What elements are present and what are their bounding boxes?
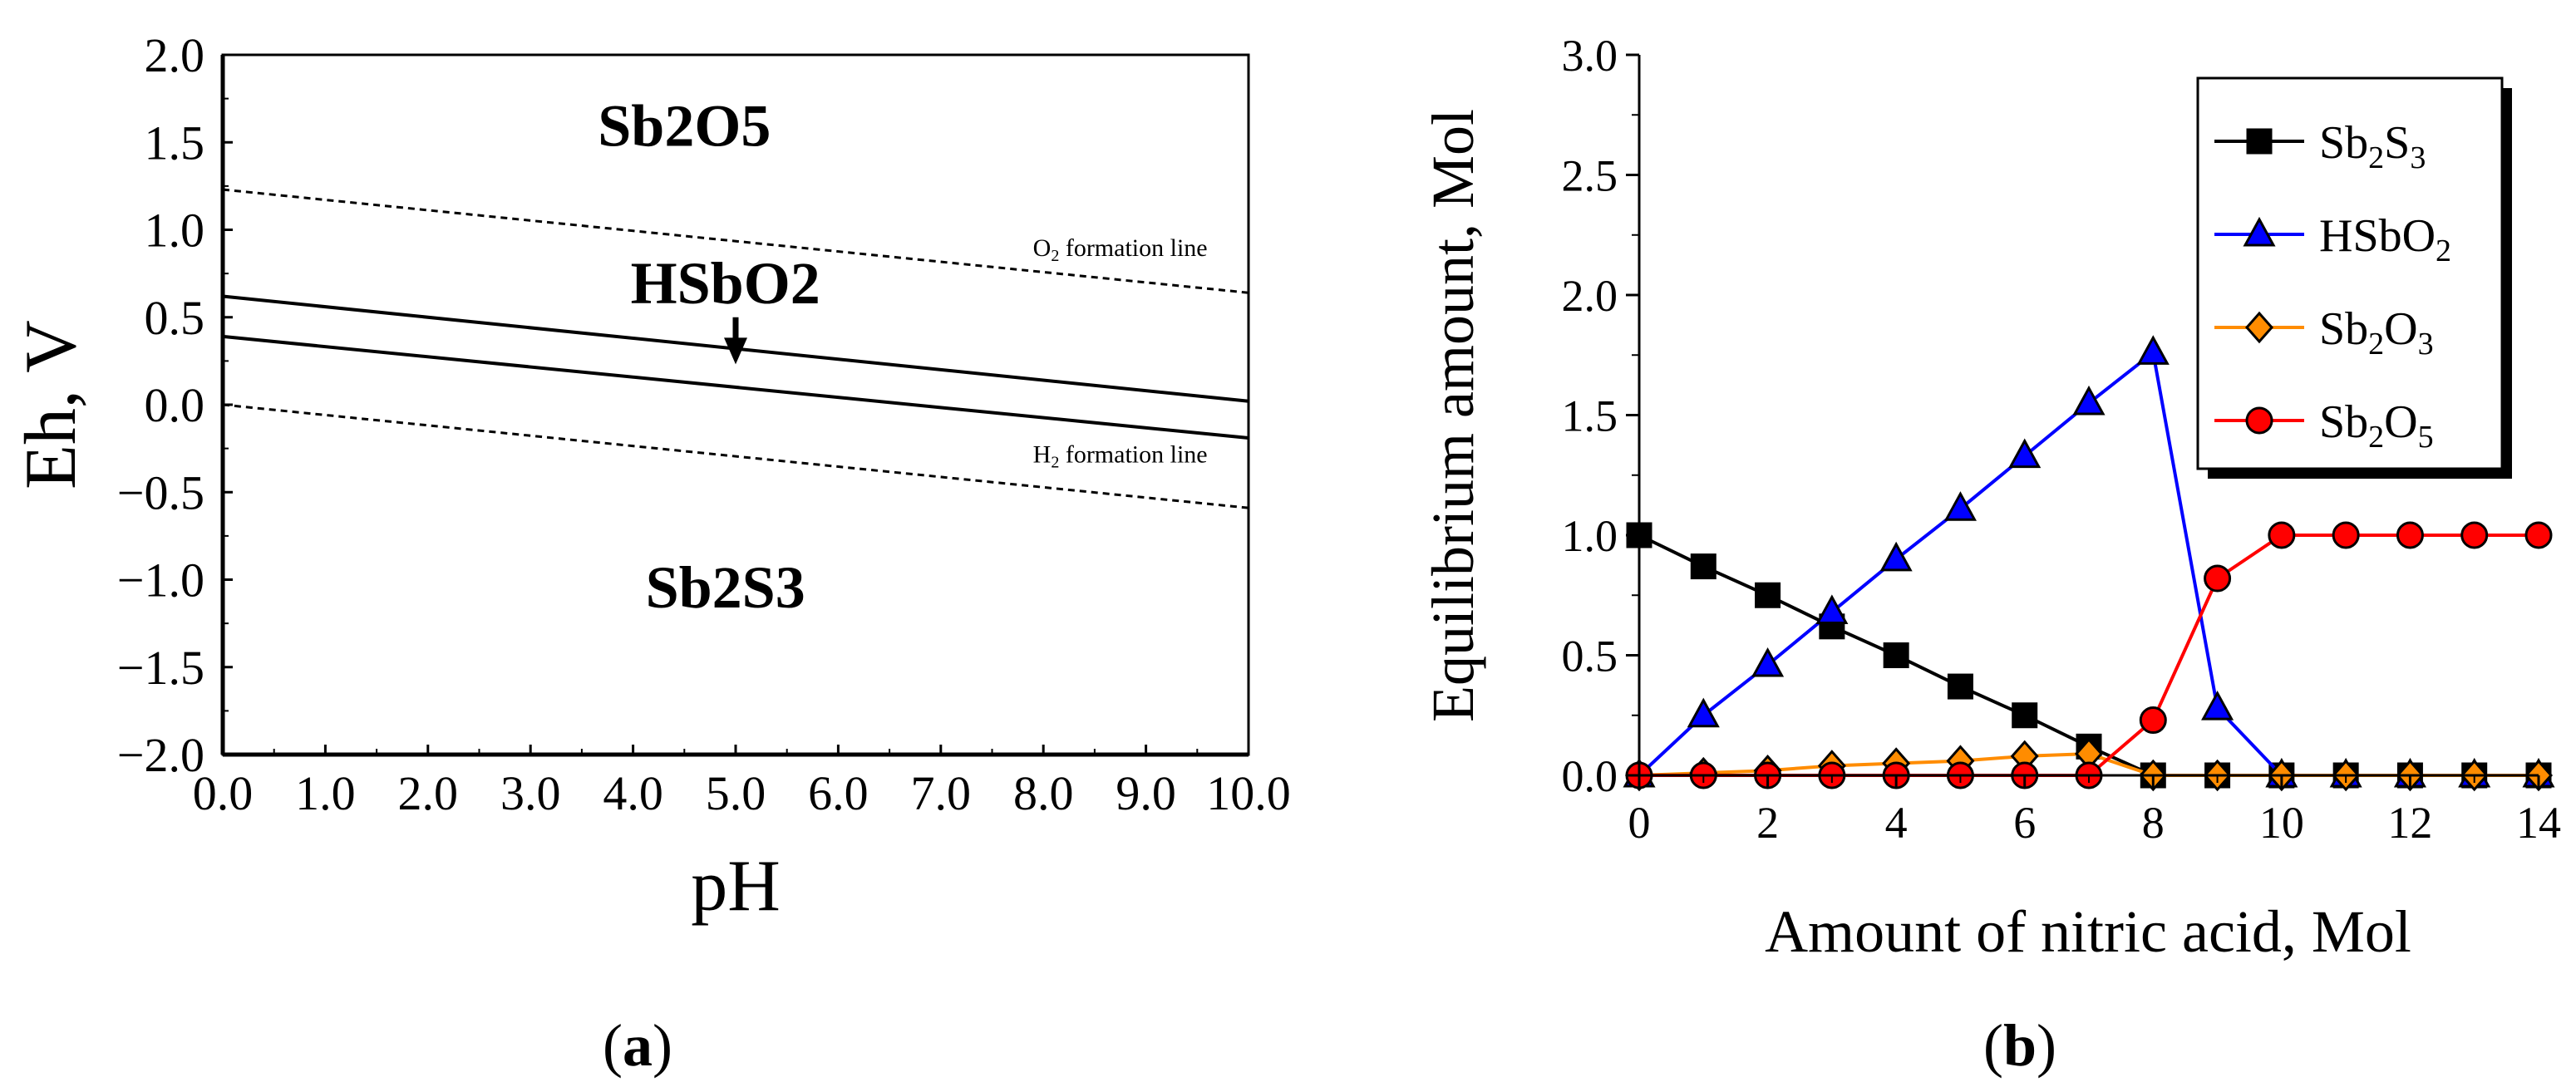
- data-point: [2396, 521, 2424, 549]
- data-point: [2201, 690, 2234, 721]
- panel-a-y-tick-label: 1.5: [145, 116, 205, 170]
- panel-b-x-tick-label: 12: [2387, 798, 2432, 848]
- legend: Sb2S3 HSbO2 Sb2O3 Sb2O5: [2196, 76, 2512, 479]
- panel-b-x-tick-label: 6: [2013, 798, 2036, 848]
- data-point: [2072, 385, 2106, 416]
- data-point: [1690, 553, 1717, 580]
- data-point: [1883, 642, 1909, 668]
- data-point: [1687, 697, 1720, 728]
- legend-marker: [2243, 216, 2276, 247]
- panel-a-x-tick-label: 0.0: [193, 766, 254, 820]
- panel-a-y-ticks: 2.0 1.5 1.0 0.5 0.0 −0.5 −1.0 −1.5 −2.0: [117, 28, 233, 782]
- data-point: [2008, 438, 2042, 469]
- panel-a-x-tick-label: 6.0: [808, 766, 869, 820]
- legend-marker: [2246, 128, 2273, 155]
- panel-a-region-label-1: HSbO2: [631, 250, 820, 317]
- legend-label: Sb2O5: [2319, 396, 2434, 455]
- panel-b-x-tick-label: 14: [2516, 798, 2561, 848]
- panel-b-y-tick-label: 2.0: [1562, 271, 1618, 321]
- panel-a-x-tick-label: 5.0: [706, 766, 766, 820]
- panel-b-y-tick-label: 2.5: [1562, 151, 1618, 201]
- panel-a-x-ticks: 0.0 1.0 2.0 3.0 4.0 5.0 6.0 7.0 8.0 9.0 10.0: [193, 745, 1291, 820]
- data-point: [2268, 521, 2296, 549]
- legend-label: HSbO2: [2319, 210, 2451, 268]
- panel-b-x-tick-label: 10: [2259, 798, 2304, 848]
- panel-a-x-axis-label: pH: [691, 846, 781, 927]
- legend-label: Sb2S3: [2319, 117, 2426, 175]
- panel-b-y-tick-label: 1.5: [1562, 391, 1618, 441]
- legend-item-1: HSbO2: [2214, 210, 2451, 268]
- panel-a-y-tick-label: 0.0: [145, 378, 205, 432]
- panel-a-x-tick-label: 9.0: [1116, 766, 1176, 820]
- panel-b-y-tick-label: 3.0: [1562, 31, 1618, 81]
- panel-a-y-tick-label: 2.0: [145, 28, 205, 82]
- panel-a-y-tick-label: 0.5: [145, 291, 205, 345]
- panel-b-y-tick-label: 1.0: [1562, 511, 1618, 561]
- panel-a-line-3: [222, 403, 1249, 509]
- panel-a-region-labels: Sb2O5 HSbO2 Sb2S3: [598, 92, 820, 621]
- panel-a-region-label-0: Sb2O5: [598, 92, 771, 159]
- panel-a-x-tick-label: 2.0: [398, 766, 459, 820]
- panel-a-y-tick-label: −2.0: [117, 728, 204, 782]
- data-point: [2460, 521, 2489, 549]
- panel-a-x-tick-label: 4.0: [603, 766, 663, 820]
- data-point: [1815, 594, 1849, 624]
- legend-marker: [2245, 406, 2273, 435]
- panel-a-x-tick-label: 10.0: [1206, 766, 1291, 820]
- panel-a-arrow-head: [724, 337, 747, 365]
- legend-item-3: Sb2O5: [2214, 396, 2434, 455]
- panel-a-region-label-2: Sb2S3: [646, 554, 805, 621]
- legend-marker: [2244, 311, 2274, 344]
- panel-a-y-tick-label: −0.5: [117, 465, 204, 519]
- panel-b-caption-label: (b): [1983, 1012, 2056, 1079]
- panel-a-x-tick-label: 7.0: [911, 766, 972, 820]
- panel-b-y-axis-label: Equilibrium amount, Mol: [1420, 109, 1486, 722]
- panel-b-x-tick-label: 0: [1628, 798, 1651, 848]
- legend-label: Sb2O3: [2319, 303, 2434, 362]
- data-point: [2524, 521, 2553, 549]
- panel-b-y-ticks: 0.0 0.5 1.0 1.5 2.0 2.5 3.0: [1562, 31, 1639, 801]
- panel-a-line-1: [222, 334, 1249, 440]
- panel-a-line-label-0: O2 formation line: [1033, 234, 1208, 265]
- panel-a-line-2: [222, 188, 1249, 294]
- panel-b-x-axis-label: Amount of nitric acid, Mol: [1765, 898, 2411, 965]
- data-point: [1879, 541, 1913, 572]
- panel-b-y-tick-label: 0.0: [1562, 751, 1618, 801]
- legend-item-0: Sb2S3: [2214, 117, 2426, 175]
- panel-b-x-ticks: 0 2 4 6 8 10 12 14: [1628, 775, 2561, 848]
- panel-a-caption-label: (a): [603, 1012, 672, 1079]
- panel-a-y-tick-label: −1.5: [117, 641, 204, 695]
- data-point: [1751, 647, 1785, 677]
- panel-a-arrow: [724, 317, 747, 365]
- panel-a-x-tick-label: 3.0: [500, 766, 561, 820]
- panel-a-pourbaix-diagram: 0.0 1.0 2.0 3.0 4.0 5.0 6.0 7.0 8.0 9.0 10.0 2.0 1.…: [11, 28, 1291, 1079]
- data-point: [1755, 582, 1781, 608]
- panel-a-line-label-1: H2 formation line: [1033, 440, 1208, 471]
- panel-a-y-axis-label: Eh, V: [11, 320, 91, 489]
- data-point: [2204, 564, 2232, 593]
- panel-b-y-tick-label: 0.5: [1562, 632, 1618, 681]
- panel-a-y-tick-label: −1.0: [117, 553, 204, 607]
- panel-b-x-tick-label: 2: [1756, 798, 1779, 848]
- panel-b-x-tick-label: 8: [2142, 798, 2165, 848]
- data-point: [2139, 706, 2167, 735]
- panel-a-line-labels: O2 formation line H2 formation line: [1033, 234, 1208, 471]
- panel-b-x-tick-label: 4: [1885, 798, 1908, 848]
- panel-a-y-tick-label: 1.0: [145, 204, 205, 258]
- data-point: [1947, 673, 1973, 700]
- panel-a-x-tick-label: 1.0: [295, 766, 356, 820]
- panel-a-x-tick-label: 8.0: [1013, 766, 1074, 820]
- data-point: [1943, 491, 1977, 521]
- data-point: [2332, 521, 2360, 549]
- legend-item-2: Sb2O3: [2214, 303, 2434, 362]
- data-point: [2012, 702, 2038, 729]
- panel-b-equilibrium-chart: 0 2 4 6 8 10 12 14 0.0 0.5 1.0 1.5 2.0 2.5 3.0 Sb2S3 H…: [1420, 31, 2561, 1079]
- data-point: [2136, 335, 2170, 365]
